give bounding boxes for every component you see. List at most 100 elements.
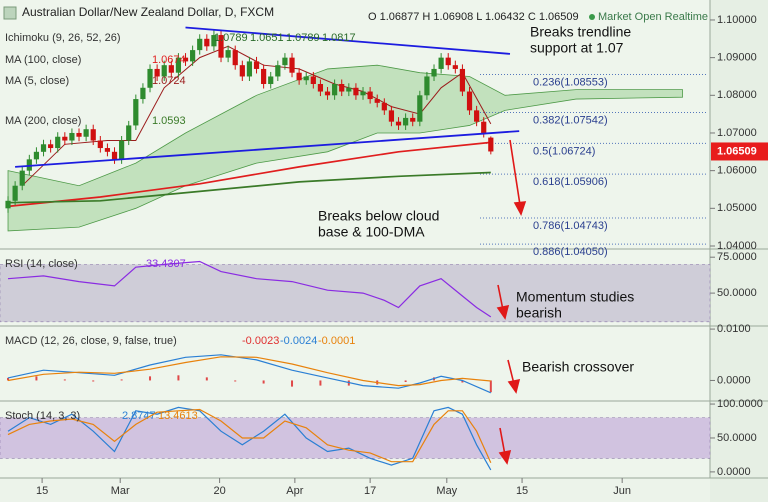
annotation: Breaks below cloud	[318, 208, 439, 224]
candle-body	[239, 65, 245, 77]
candle-body	[346, 87, 352, 92]
legend-text: -0.0024	[280, 335, 317, 347]
macd-line	[7, 356, 491, 387]
candle-body	[147, 68, 153, 88]
candle-body	[161, 65, 167, 77]
candle-body	[381, 102, 387, 111]
candle-body	[261, 68, 267, 85]
legend-text: 13.4613	[158, 410, 198, 422]
legend-text: RSI (14, close)	[5, 258, 78, 270]
legend-text: -0.0001	[318, 335, 355, 347]
y-tick-label: 0.0000	[717, 374, 751, 386]
candle-body	[211, 35, 217, 47]
candle-body	[90, 129, 96, 141]
status-dot	[589, 14, 595, 20]
moving-average	[7, 141, 491, 208]
candle-body	[111, 151, 118, 160]
y-tick-label: 50.0000	[717, 432, 757, 444]
candle-body	[481, 121, 487, 133]
candle-body	[76, 132, 82, 137]
legend-text: Ichimoku (9, 26, 52, 26)	[5, 32, 121, 44]
candle-body	[218, 35, 224, 58]
x-tick-label: May	[436, 485, 457, 497]
y-tick-label: 75.0000	[717, 251, 757, 263]
arrow	[499, 427, 506, 456]
legend-text: Stoch (14, 3, 3)	[5, 410, 80, 422]
candle-body	[488, 137, 494, 152]
candle-body	[19, 170, 25, 186]
icon[interactable]	[3, 6, 17, 20]
candle-body	[374, 99, 380, 103]
candle-body	[5, 200, 11, 209]
legend-text: MA (200, close)	[5, 115, 81, 127]
candle-body	[119, 140, 125, 160]
chart-title: Australian Dollar/New Zealand Dollar, D,…	[22, 5, 274, 19]
last-price-tag	[711, 142, 768, 161]
candle-body	[126, 125, 132, 141]
candle-body	[445, 57, 451, 66]
y-tick-label: 100.0000	[717, 398, 763, 410]
y-tick-label: 50.0000	[717, 287, 757, 299]
candle-body	[182, 57, 189, 62]
candle-body	[395, 121, 402, 126]
moving-average	[7, 171, 491, 204]
plot-layer: 1.10000 1.09000 1.08000 1.07000 1.06000 1.050…	[0, 14, 768, 497]
indicator-line	[7, 260, 492, 318]
x-tick-label: 15	[36, 485, 48, 497]
candle-body	[232, 50, 238, 66]
last-price-label: 1.06509	[717, 145, 757, 157]
legend-text: 33.4307	[146, 258, 186, 270]
arrow-head	[507, 378, 521, 394]
y-tick-label: 1.06000	[717, 165, 757, 177]
annotation: support at 1.07	[530, 40, 624, 56]
candle-body	[140, 87, 146, 100]
candle-body	[33, 151, 40, 160]
arrow-head	[498, 449, 512, 465]
x-tick-label: Mar	[111, 485, 130, 497]
y-tick-label: 1.05000	[717, 202, 757, 214]
band	[0, 417, 711, 459]
legend-text: MA (100, close)	[5, 54, 81, 66]
y-tick-label: 0.0100	[717, 323, 751, 335]
fib-label: 0.786(1.04743)	[533, 220, 608, 232]
annotation: Breaks trendline	[530, 24, 631, 40]
y-tick-label: 1.09000	[717, 52, 757, 64]
legend-text: 1.0724	[152, 75, 186, 87]
candle-body	[417, 95, 423, 122]
candle-body	[253, 61, 260, 69]
candle-body	[339, 84, 345, 92]
legend-text: 1.0817	[322, 32, 356, 44]
candle-body	[69, 132, 75, 141]
candle-body	[303, 76, 309, 81]
candle-body	[40, 144, 47, 152]
candle-body	[275, 65, 281, 77]
candle-body	[175, 57, 182, 73]
annotation: Bearish crossover	[522, 359, 634, 375]
candle-body	[289, 57, 295, 73]
candle-body	[353, 87, 359, 96]
legend-text: 1.0651	[250, 32, 284, 44]
legend-text: 1.0789	[286, 32, 320, 44]
candle-body	[332, 84, 338, 96]
annotation: bearish	[516, 305, 562, 321]
candle-body	[388, 110, 395, 122]
annotation: base & 100-DMA	[318, 224, 425, 240]
candle-body	[190, 50, 196, 62]
x-tick-label: 15	[516, 485, 528, 497]
y-tick-label: 0.0000	[717, 466, 751, 478]
indicator-line	[7, 408, 492, 464]
candle-body	[62, 136, 68, 141]
candle-body	[410, 117, 416, 122]
candle-body	[48, 144, 54, 149]
indicator-line	[7, 406, 492, 471]
candle-body	[246, 61, 253, 77]
candle-body	[360, 91, 366, 96]
legend-text: 1.0789	[214, 32, 248, 44]
x-tick-label: Jun	[613, 485, 631, 497]
legend-text: 1.0674	[152, 54, 186, 66]
y-tick-label: 1.04000	[717, 240, 757, 252]
y-tick-label: 1.07000	[717, 127, 757, 139]
candle-body	[474, 110, 480, 122]
candle-body	[317, 84, 324, 92]
